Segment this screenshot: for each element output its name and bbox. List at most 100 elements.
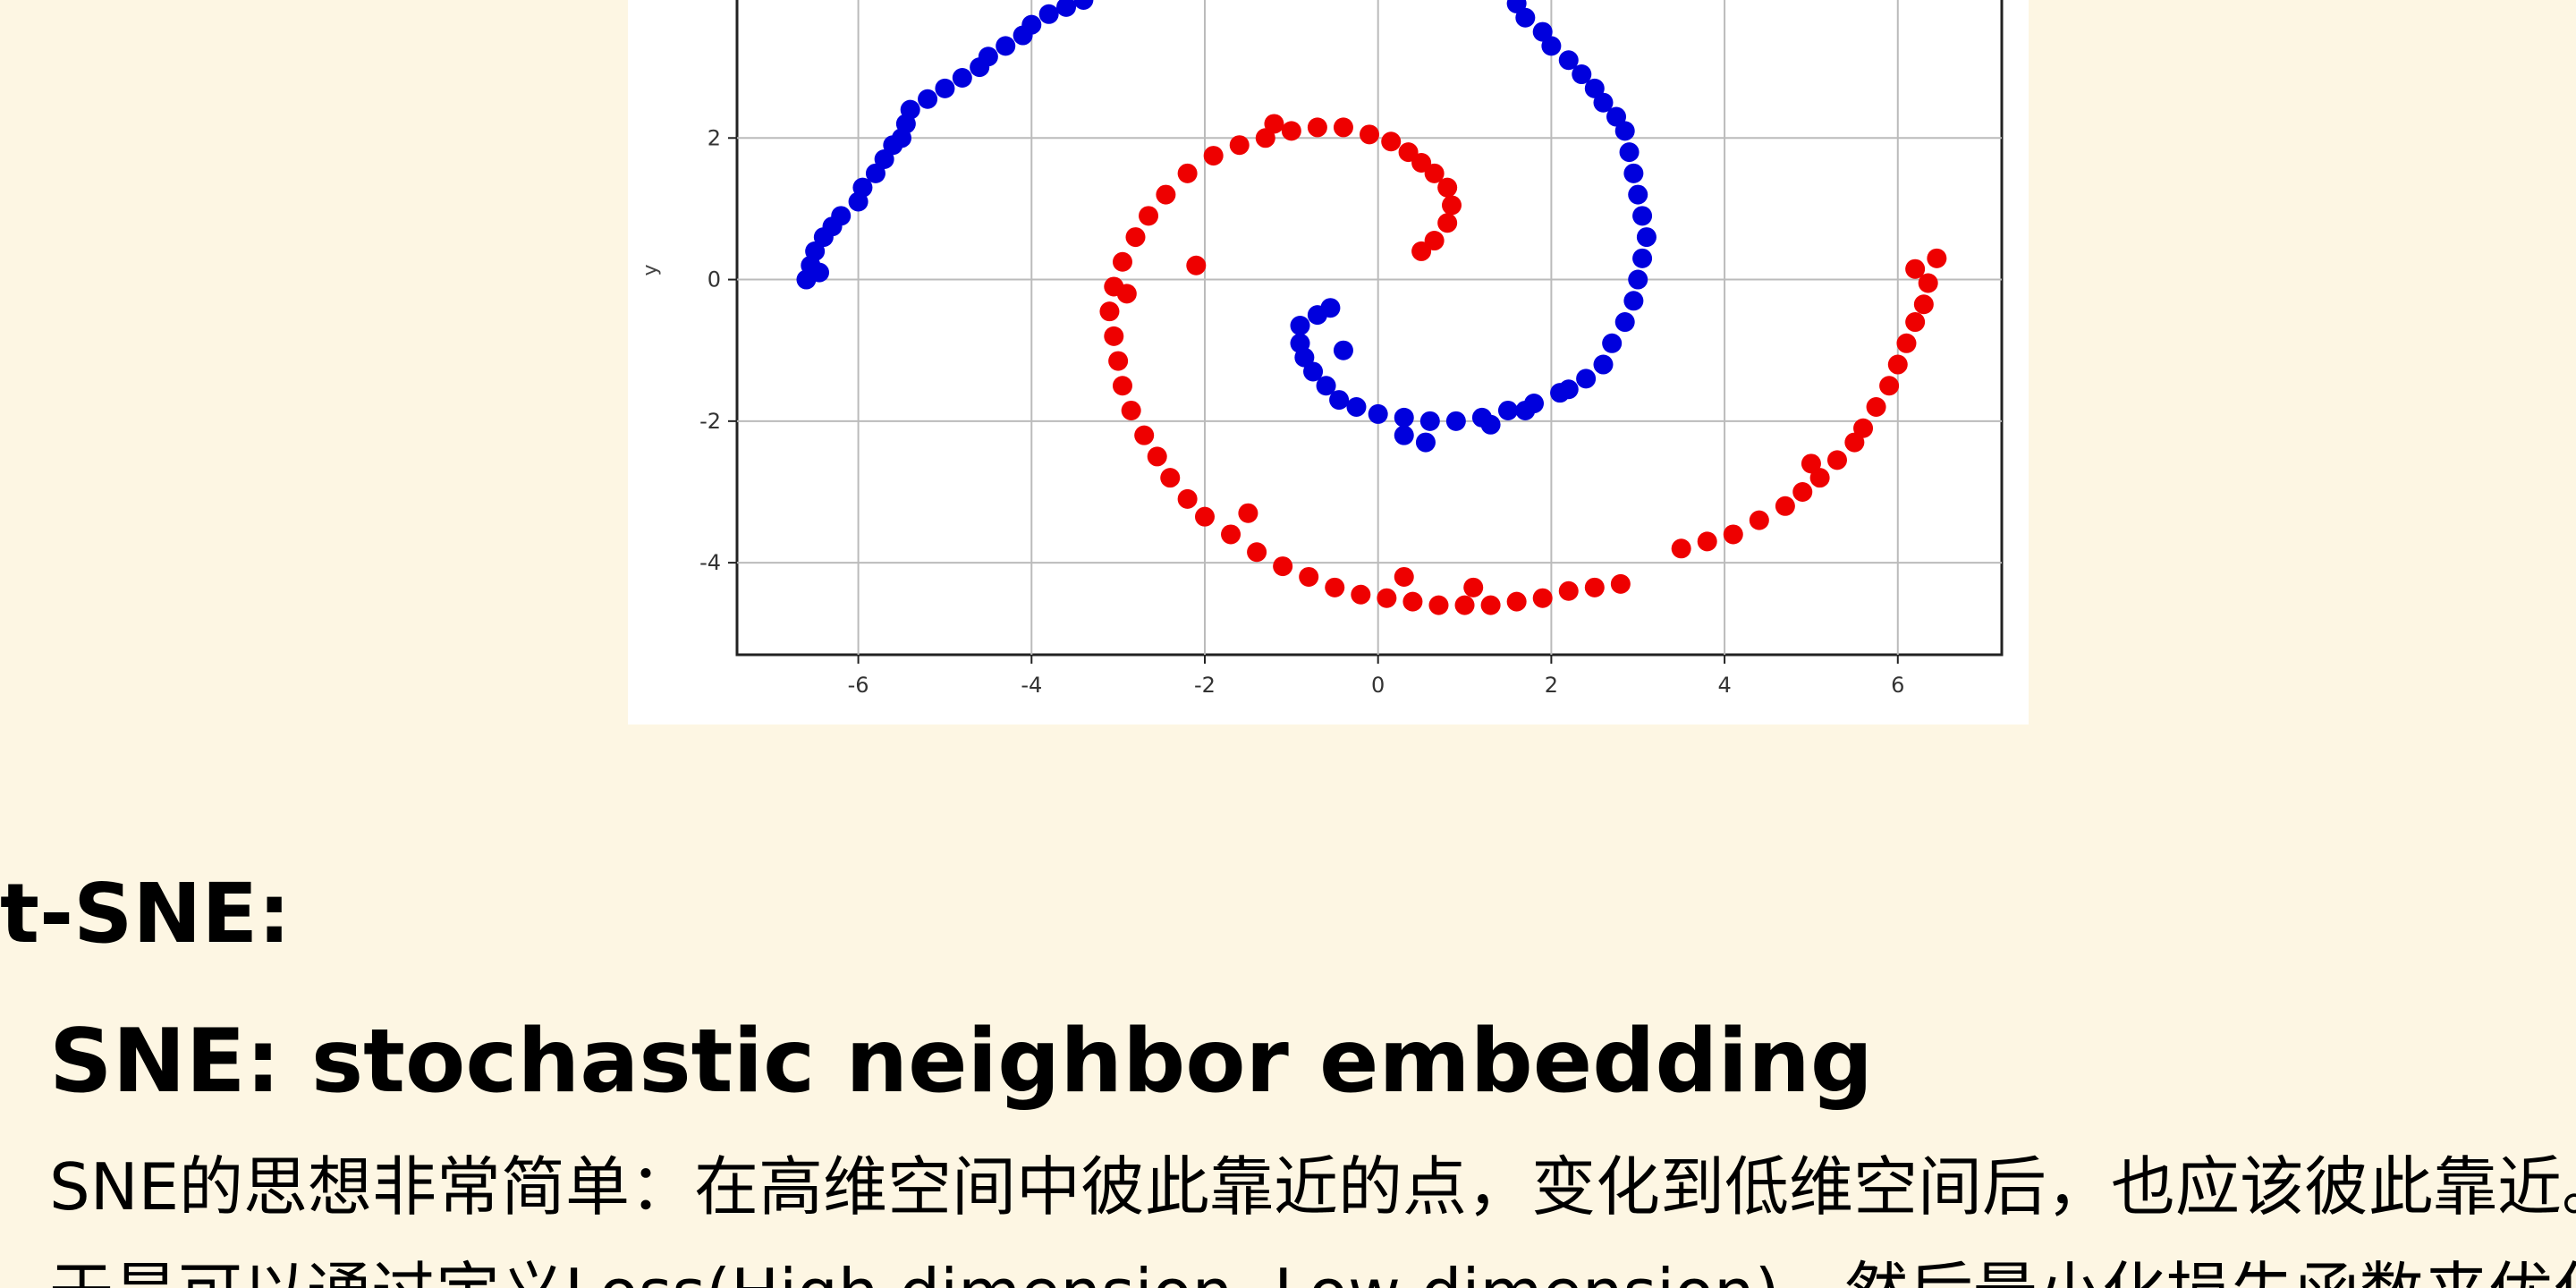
data-point bbox=[1112, 376, 1132, 396]
y-tick-label: -4 bbox=[699, 550, 721, 575]
data-point bbox=[1428, 595, 1449, 615]
data-point bbox=[1610, 573, 1631, 594]
data-point bbox=[1221, 524, 1241, 545]
data-point bbox=[1697, 531, 1717, 552]
data-point bbox=[1532, 588, 1553, 608]
scatter-chart-svg: -6 -4 -2 0 2 4 6 -4 -2 0 2 y bbox=[640, 0, 2004, 698]
data-point bbox=[1112, 251, 1132, 272]
section-heading: t-SNE: bbox=[0, 866, 292, 962]
data-point bbox=[1801, 453, 1821, 474]
data-point bbox=[900, 99, 920, 120]
data-point bbox=[978, 47, 998, 67]
data-point bbox=[1073, 0, 1094, 10]
data-point bbox=[1896, 333, 1917, 353]
data-point bbox=[1454, 595, 1475, 615]
x-tick-label: 6 bbox=[1891, 673, 1904, 698]
y-tick-label: 0 bbox=[708, 267, 721, 292]
data-point bbox=[1307, 117, 1327, 138]
data-point bbox=[1056, 0, 1077, 17]
data-point bbox=[1247, 542, 1267, 563]
data-point bbox=[1497, 400, 1518, 420]
data-point bbox=[1238, 503, 1258, 523]
data-point bbox=[1913, 294, 1934, 315]
x-tick-label: 4 bbox=[1717, 673, 1731, 698]
data-point bbox=[918, 89, 938, 109]
data-point bbox=[809, 262, 830, 283]
grid-lines bbox=[737, 0, 2002, 655]
data-point bbox=[1121, 400, 1141, 420]
data-point bbox=[996, 36, 1016, 56]
data-point bbox=[1844, 432, 1865, 453]
data-point bbox=[1255, 128, 1275, 148]
data-point bbox=[1229, 135, 1250, 156]
data-point bbox=[1515, 7, 1536, 28]
data-point bbox=[1377, 588, 1397, 608]
data-point bbox=[1792, 481, 1813, 502]
data-point bbox=[1411, 241, 1432, 261]
data-point bbox=[1437, 213, 1458, 233]
data-point bbox=[1775, 496, 1795, 516]
data-point bbox=[1480, 414, 1501, 435]
data-point bbox=[1411, 152, 1432, 173]
data-point bbox=[1333, 117, 1353, 138]
data-point bbox=[1125, 227, 1146, 248]
data-point bbox=[1614, 121, 1635, 141]
data-point bbox=[1381, 131, 1402, 152]
data-point bbox=[1558, 580, 1579, 601]
plot-frame bbox=[735, 0, 2004, 657]
y-axis-label: y bbox=[640, 264, 662, 275]
data-point bbox=[1290, 316, 1310, 335]
data-point bbox=[1156, 184, 1176, 205]
data-point bbox=[1442, 195, 1462, 216]
data-point bbox=[1394, 425, 1414, 445]
data-point bbox=[874, 149, 894, 170]
data-point bbox=[1394, 566, 1414, 587]
y-tick-label: 2 bbox=[708, 125, 721, 150]
data-point bbox=[1264, 114, 1284, 134]
data-point bbox=[1480, 595, 1501, 615]
data-point bbox=[1463, 577, 1484, 597]
data-point bbox=[1515, 400, 1536, 420]
data-point bbox=[1809, 468, 1830, 488]
data-point bbox=[1584, 577, 1605, 597]
data-point bbox=[1632, 206, 1653, 226]
data-point bbox=[805, 241, 826, 261]
data-point bbox=[1628, 184, 1648, 205]
data-point bbox=[1194, 506, 1215, 527]
data-point bbox=[1879, 376, 1900, 396]
data-point bbox=[1424, 163, 1445, 183]
data-point bbox=[1558, 379, 1579, 400]
data-point bbox=[852, 177, 873, 198]
data-point bbox=[1320, 298, 1341, 318]
data-point bbox=[1038, 4, 1059, 24]
data-point bbox=[1281, 121, 1301, 141]
data-point bbox=[865, 163, 886, 183]
data-point bbox=[1419, 411, 1440, 431]
x-tick-label: -4 bbox=[1021, 673, 1042, 698]
data-point bbox=[1927, 248, 1947, 268]
data-point bbox=[1576, 369, 1597, 389]
data-point bbox=[1303, 361, 1324, 382]
data-point bbox=[1918, 273, 1938, 293]
data-point bbox=[1290, 333, 1310, 353]
data-points bbox=[796, 0, 1947, 615]
data-point bbox=[1636, 227, 1657, 248]
data-point bbox=[1360, 124, 1379, 145]
data-point bbox=[1177, 163, 1198, 183]
data-point bbox=[1398, 142, 1419, 163]
data-point bbox=[1273, 556, 1293, 577]
subsection-heading: SNE: stochastic neighbor embedding bbox=[49, 1011, 1874, 1113]
data-point bbox=[1346, 397, 1367, 418]
data-point bbox=[1866, 397, 1886, 418]
data-point bbox=[1853, 418, 1874, 438]
data-point bbox=[1104, 326, 1124, 346]
data-point bbox=[1572, 64, 1592, 85]
data-point bbox=[1593, 354, 1614, 375]
data-point bbox=[1619, 142, 1640, 163]
data-point bbox=[1628, 269, 1648, 290]
data-point bbox=[1415, 432, 1436, 453]
data-point bbox=[1147, 446, 1167, 467]
data-point bbox=[1558, 50, 1579, 71]
description-paragraph: SNE的思想非常简单：在高维空间中彼此靠近的点，变化到低维空间后，也应该彼此靠近… bbox=[49, 1149, 2576, 1224]
